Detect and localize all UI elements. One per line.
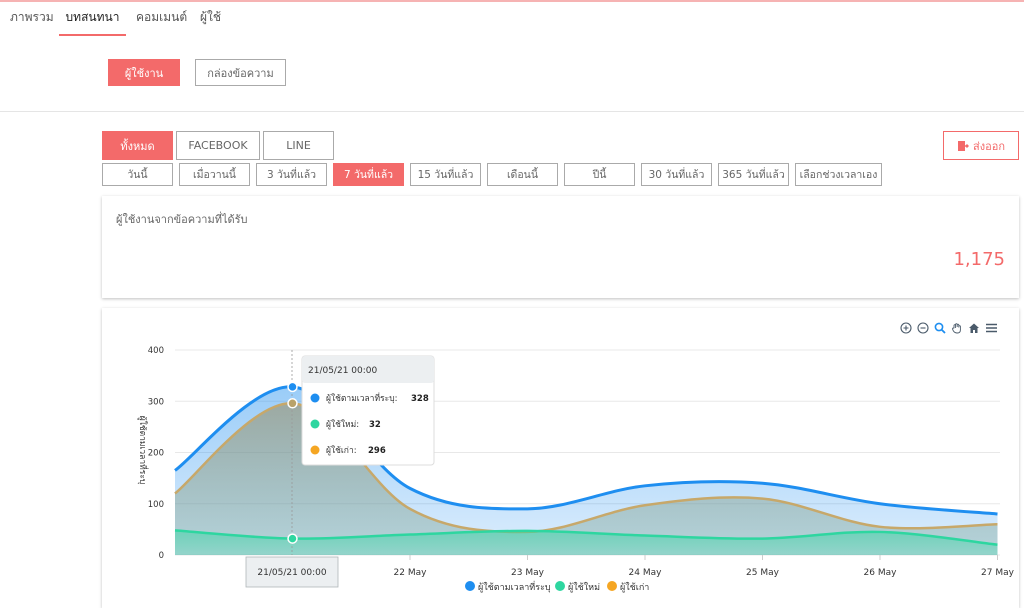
highlight-point xyxy=(287,398,298,409)
y-tick-label: 300 xyxy=(148,397,164,407)
series-returning-area xyxy=(175,403,998,555)
export-label: ส่งออก xyxy=(973,139,1005,153)
chart-points xyxy=(287,381,298,544)
channel-all-button[interactable]: ทั้งหมด xyxy=(102,131,173,160)
tooltip-label-returning: ผู้ใช้เก่า: xyxy=(326,445,357,456)
chart-series xyxy=(174,385,998,555)
channel-facebook-button[interactable]: FACEBOOK xyxy=(176,131,260,160)
x-tick-label: 27 May xyxy=(981,568,1015,578)
crosshair-x-label: 21/05/21 00:00 xyxy=(245,556,339,588)
chart-tooltip: 21/05/21 00:00 ผู้ใช้ตามเวลาที่ระบุ: 328… xyxy=(301,355,435,466)
tooltip-label-new: ผู้ใช้ใหม่: xyxy=(326,419,359,430)
legend-marker xyxy=(607,581,617,591)
main-tabs: ภาพรวม บทสนทนา คอมเมนต์ ผู้ใช้ xyxy=(0,4,1024,36)
tooltip-label-total: ผู้ใช้ตามเวลาที่ระบุ: xyxy=(326,392,397,404)
tooltip-value-returning: 296 xyxy=(368,446,386,456)
period-7-days[interactable]: 7 วันที่แล้ว xyxy=(333,163,404,186)
series-new-line xyxy=(174,529,998,546)
summary-card: ผู้ใช้งานจากข้อความที่ได้รับ 1,175 xyxy=(102,196,1019,298)
period-this-year[interactable]: ปีนี้ xyxy=(564,163,635,186)
period-yesterday[interactable]: เมื่อวานนี้ xyxy=(179,163,250,186)
period-today[interactable]: วันนี้ xyxy=(102,163,173,186)
legend-label: ผู้ใช้เก่า xyxy=(620,582,649,593)
x-tick-label: 23 May xyxy=(511,568,545,578)
period-15-days[interactable]: 15 วันที่แล้ว xyxy=(410,163,481,186)
summary-title: ผู้ใช้งานจากข้อความที่ได้รับ xyxy=(116,213,248,226)
x-tick-label: 25 May xyxy=(746,568,780,578)
export-button[interactable]: ส่งออก xyxy=(943,131,1019,160)
tab-overview[interactable]: ภาพรวม xyxy=(10,10,54,24)
tooltip-value-new: 32 xyxy=(369,420,381,430)
y-tick-label: 200 xyxy=(148,449,164,459)
top-accent-line xyxy=(0,0,1024,2)
y-tick-label: 400 xyxy=(148,346,164,356)
y-axis-ticks: 0 100 200 300 400 xyxy=(148,346,164,561)
tooltip-title: 21/05/21 00:00 xyxy=(308,366,377,376)
x-tick-label: 24 May xyxy=(629,568,663,578)
svg-text:21/05/21 00:00: 21/05/21 00:00 xyxy=(257,568,326,578)
inbox-view-button[interactable]: กล่องข้อความ xyxy=(195,59,286,86)
legend-marker xyxy=(465,581,475,591)
export-icon xyxy=(958,140,970,151)
zoom-out-icon[interactable] xyxy=(916,321,930,335)
y-axis-label: ผู้ใช้ตามเวลาที่ระบุ xyxy=(137,416,149,485)
y-tick-label: 100 xyxy=(148,500,164,510)
period-this-month[interactable]: เดือนนี้ xyxy=(487,163,558,186)
highlight-point xyxy=(287,381,298,393)
section-divider xyxy=(0,111,1024,112)
period-365-days[interactable]: 365 วันที่แล้ว xyxy=(718,163,789,186)
legend-label: ผู้ใช้ใหม่ xyxy=(568,582,600,593)
menu-icon[interactable] xyxy=(984,321,998,335)
tab-conversations[interactable]: บทสนทนา xyxy=(59,8,126,36)
x-tick-label: 22 May xyxy=(394,568,428,578)
x-tick-label: 26 May xyxy=(864,568,898,578)
y-tick-label: 0 xyxy=(159,551,164,561)
tab-users[interactable]: ผู้ใช้ xyxy=(200,10,222,24)
summary-value: 1,175 xyxy=(953,249,1005,270)
period-30-days[interactable]: 30 วันที่แล้ว xyxy=(641,163,712,186)
pan-hand-icon[interactable] xyxy=(950,321,964,335)
period-custom[interactable]: เลือกช่วงเวลาเอง xyxy=(795,163,882,186)
users-area-chart: 0 100 200 300 400 ผู้ใช้ตามเวลาที่ระบุ 22 Ma… xyxy=(137,346,1015,593)
chart-toolbar xyxy=(899,321,998,335)
channel-line-button[interactable]: LINE xyxy=(263,131,334,160)
zoom-in-icon[interactable] xyxy=(899,321,913,335)
legend-marker xyxy=(555,581,565,591)
period-3-days[interactable]: 3 วันที่แล้ว xyxy=(256,163,327,186)
highlight-point xyxy=(287,533,298,544)
tooltip-value-total: 328 xyxy=(411,394,429,404)
chart-legend: ผู้ใช้ตามเวลาที่ระบุ ผู้ใช้ใหม่ ผู้ใช้เก่า xyxy=(465,580,649,593)
magnifier-icon[interactable] xyxy=(933,321,947,335)
x-axis-ticks: 22 May 23 May 24 May 25 May 26 May 27 May xyxy=(394,555,1015,578)
users-view-button[interactable]: ผู้ใช้งาน xyxy=(108,59,180,86)
home-icon[interactable] xyxy=(967,321,981,335)
tab-comments[interactable]: คอมเมนต์ xyxy=(136,10,188,24)
legend-label: ผู้ใช้ตามเวลาที่ระบุ xyxy=(478,580,551,593)
